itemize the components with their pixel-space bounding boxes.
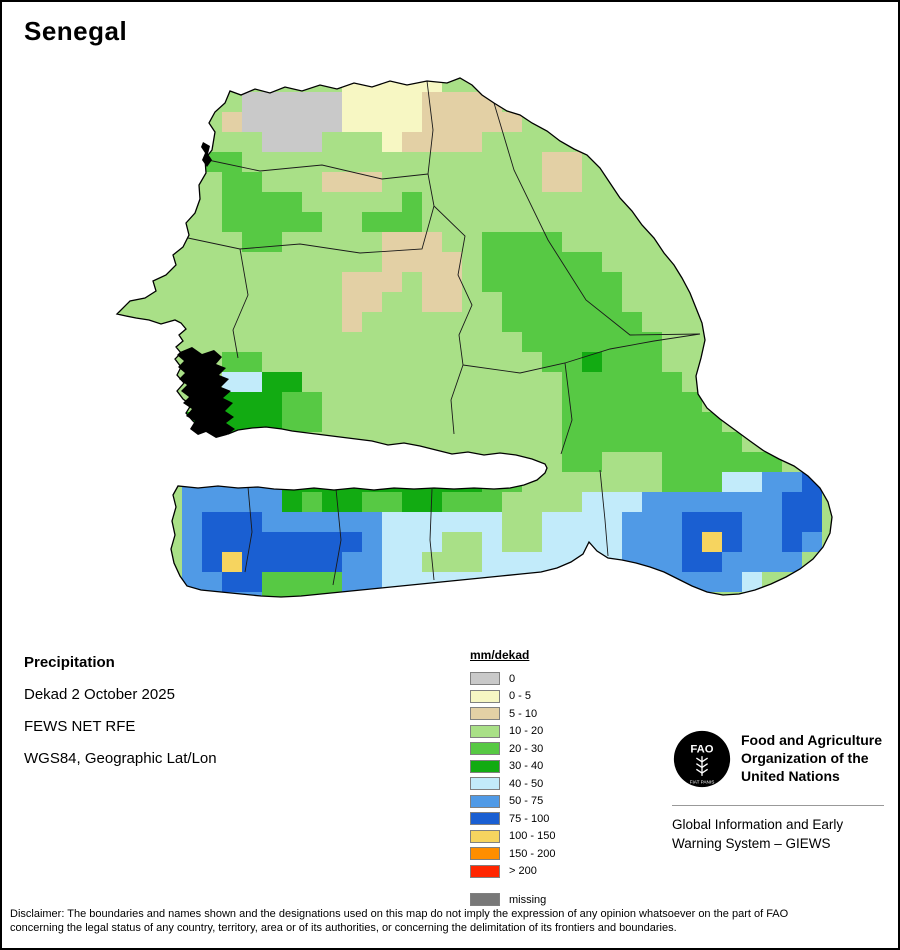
- legend-swatch: [470, 864, 500, 878]
- legend-entry: 20 - 30: [470, 740, 555, 758]
- fao-name: Food and Agriculture Organization of the…: [741, 728, 882, 785]
- legend-entry: 5 - 10: [470, 705, 555, 723]
- legend-label: 0 - 5: [509, 690, 532, 703]
- giews-line: Warning System – GIEWS: [672, 836, 831, 851]
- legend-swatch: [470, 689, 500, 703]
- map-info-block: Precipitation Dekad 2 October 2025 FEWS …: [24, 654, 217, 782]
- legend-label: 5 - 10: [509, 707, 538, 720]
- legend-label: 10 - 20: [509, 725, 544, 738]
- legend-label: 20 - 30: [509, 742, 544, 755]
- fao-logo: FAO FIAT PANIS: [673, 730, 731, 788]
- legend-swatch: [470, 847, 500, 861]
- legend-swatch: [470, 829, 500, 843]
- legend-label: 50 - 75: [509, 795, 544, 808]
- legend: mm/dekad 0 0 - 5 5 - 10 10 - 20 20 - 30 30 - …: [470, 648, 555, 909]
- legend-entry: 150 - 200: [470, 845, 555, 863]
- legend-swatch: [470, 707, 500, 721]
- legend-entry: 100 - 150: [470, 828, 555, 846]
- legend-label: 0: [509, 672, 516, 685]
- precip-raster: [117, 78, 832, 597]
- fao-block: FAO FIAT PANIS Food and Agriculture Orga…: [672, 728, 888, 853]
- legend-entry: 0: [470, 670, 555, 688]
- legend-label: missing: [509, 893, 547, 906]
- disclaimer-line: Disclaimer: The boundaries and names sho…: [10, 908, 789, 920]
- legend-swatch: [470, 759, 500, 773]
- info-heading: Precipitation: [24, 654, 115, 671]
- legend-entry: 40 - 50: [470, 775, 555, 793]
- legend-label: 75 - 100: [509, 812, 550, 825]
- legend-entry-missing: missing: [470, 891, 555, 909]
- senegal-outline: [115, 77, 833, 598]
- fao-name-line: United Nations: [741, 768, 840, 784]
- legend-entries: 0 0 - 5 5 - 10 10 - 20 20 - 30 30 - 40 40 - 50…: [470, 670, 555, 880]
- fao-name-line: Food and Agriculture: [741, 732, 883, 748]
- legend-missing-swatch: [470, 893, 500, 907]
- legend-swatch: [470, 777, 500, 791]
- precip-cells: [122, 78, 822, 597]
- wheat-icon: [696, 756, 708, 776]
- legend-label: 150 - 200: [509, 847, 556, 860]
- legend-entry: 50 - 75: [470, 793, 555, 811]
- footer-divider: [672, 805, 884, 806]
- giews-line: Global Information and Early: [672, 817, 844, 832]
- legend-swatch: [470, 742, 500, 756]
- admin-boundaries: [187, 80, 701, 586]
- legend-entry: 75 - 100: [470, 810, 555, 828]
- legend-entry: 30 - 40: [470, 758, 555, 776]
- legend-swatch: [470, 672, 500, 686]
- legend-label: 40 - 50: [509, 777, 544, 790]
- disclaimer-line: concerning the legal status of any count…: [10, 922, 677, 934]
- info-source: FEWS NET RFE: [24, 718, 136, 735]
- saloum-delta: [177, 347, 235, 438]
- fao-logo-text: FAO: [690, 743, 713, 755]
- legend-label: 100 - 150: [509, 830, 556, 843]
- legend-label: 30 - 40: [509, 760, 544, 773]
- info-projection: WGS84, Geographic Lat/Lon: [24, 750, 217, 767]
- legend-swatch: [470, 812, 500, 826]
- fao-logo-motto: FIAT PANIS: [690, 779, 715, 784]
- fao-name-line: Organization of the: [741, 750, 869, 766]
- page-title: Senegal: [24, 16, 128, 46]
- disclaimer: Disclaimer: The boundaries and names sho…: [10, 907, 896, 935]
- legend-entry: > 200: [470, 863, 555, 881]
- legend-label: > 200: [509, 865, 537, 878]
- legend-swatch: [470, 794, 500, 808]
- legend-swatch: [470, 724, 500, 738]
- legend-entry: 10 - 20: [470, 723, 555, 741]
- legend-entry: 0 - 5: [470, 688, 555, 706]
- precipitation-map: [115, 77, 833, 598]
- legend-title: mm/dekad: [470, 648, 530, 662]
- info-dekad: Dekad 2 October 2025: [24, 686, 175, 703]
- giews-text: Global Information and Early Warning Sys…: [672, 815, 888, 853]
- river-mouth-mark: [201, 142, 212, 167]
